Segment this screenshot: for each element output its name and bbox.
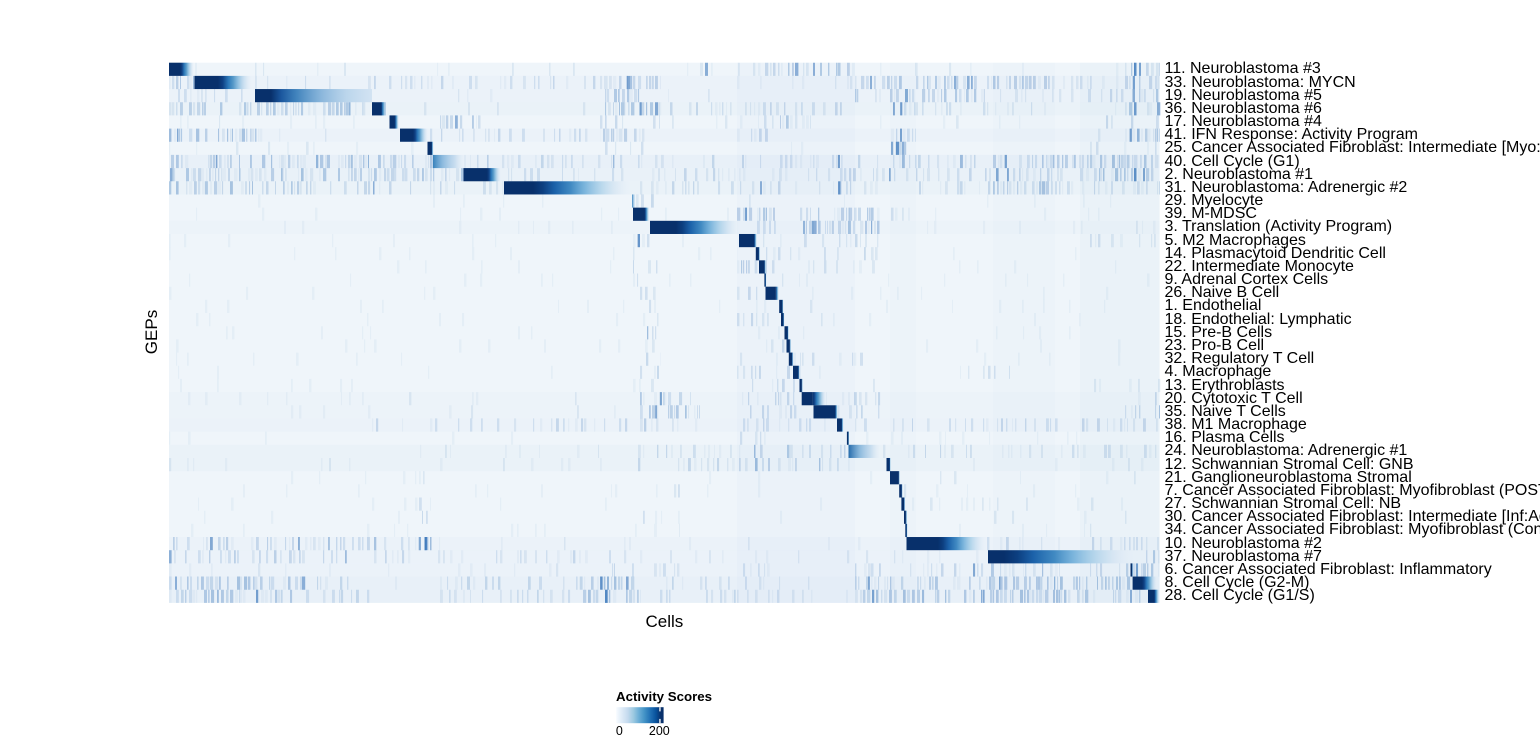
svg-text:GEPs: GEPs [142,310,161,354]
